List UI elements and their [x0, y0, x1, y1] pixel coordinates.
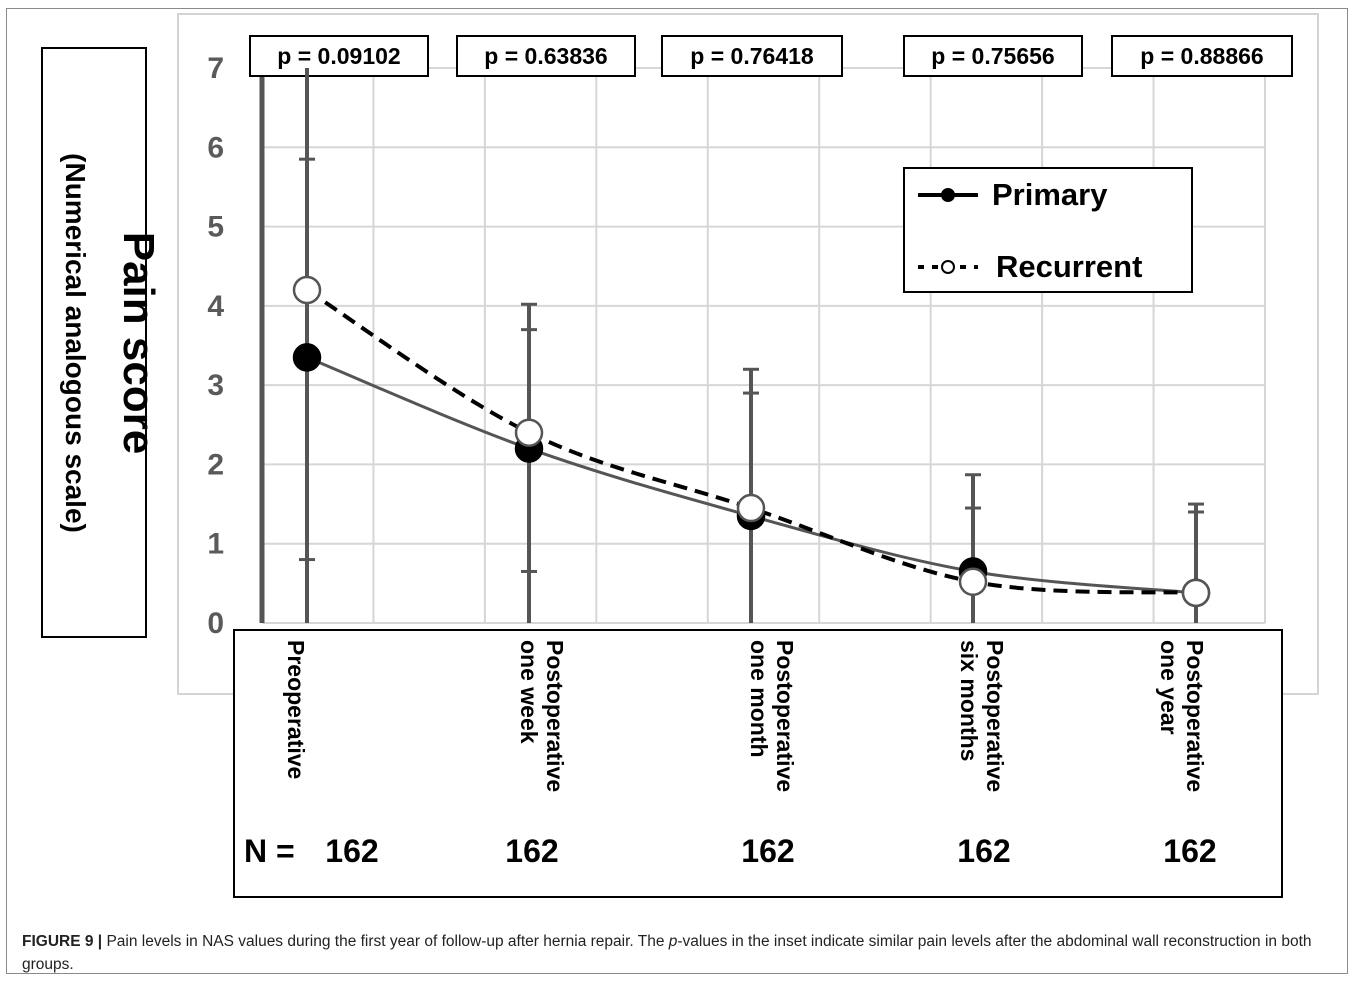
legend: Primary Recurrent: [903, 167, 1193, 293]
n-value: 162: [957, 833, 1010, 869]
data-point-recurrent: [958, 567, 988, 597]
y-tick-label: 3: [207, 369, 224, 402]
p-value-badge: p = 0.76418: [661, 35, 843, 77]
n-value: 162: [1163, 833, 1216, 869]
p-value-box: [1111, 35, 1293, 77]
p-value-row: p = 0.09102 p = 0.63836 p = 0.76418 p = 0.7…: [249, 35, 1293, 77]
x-tick-label: Postoperative: [772, 640, 798, 792]
x-tick-label: one week: [516, 640, 542, 744]
legend-swatch-marker: [941, 188, 955, 202]
legend-label: Recurrent: [996, 249, 1142, 284]
plot-area: [177, 13, 1319, 695]
y-tick-label: 7: [207, 52, 224, 85]
y-tick-label: 0: [207, 607, 224, 640]
n-label: N =: [244, 833, 295, 869]
grid: [262, 67, 1266, 624]
y-tick-label: 6: [207, 131, 224, 164]
y-tick-label: 5: [207, 211, 224, 244]
y-axis: 0 1 2 3 4 5 6 7: [207, 52, 265, 640]
data-point-primary: [292, 343, 322, 372]
x-tick-label: six months: [956, 640, 982, 761]
y-axis-title: Pain score: [114, 232, 163, 455]
p-value-box: [903, 35, 1083, 77]
p-value-label: p = 0.63836: [484, 43, 607, 69]
legend-label: Primary: [992, 177, 1108, 212]
p-value-label: p = 0.88866: [1140, 43, 1263, 69]
x-tick-label: Postoperative: [542, 640, 568, 792]
y-tick-label: 4: [207, 290, 224, 323]
x-tick-label: one month: [746, 640, 772, 758]
data-point-recurrent: [1181, 578, 1211, 608]
n-value: 162: [741, 833, 794, 869]
y-tick-label: 1: [207, 528, 224, 561]
p-value-label: p = 0.09102: [277, 43, 400, 69]
x-tick-label: Postoperative: [982, 640, 1008, 792]
caption-italic: p: [668, 933, 678, 950]
p-value-box: [661, 35, 843, 77]
data-point-recurrent: [292, 275, 322, 305]
p-value-box: [249, 35, 429, 77]
y-tick-label: 2: [207, 448, 224, 481]
data-point-recurrent: [514, 418, 544, 447]
p-value-badge: p = 0.75656: [903, 35, 1083, 77]
p-value-badge: p = 0.63836: [456, 35, 636, 77]
caption-text-2: -values in the inset indicate similar pa…: [22, 933, 1312, 973]
legend-swatch-marker: [941, 260, 955, 274]
p-value-box: [456, 35, 636, 77]
n-value: 162: [505, 833, 558, 869]
p-value-badge: p = 0.88866: [1111, 35, 1293, 77]
figure-caption: FIGURE 9 | Pain levels in NAS values dur…: [22, 930, 1342, 976]
p-value-badge: p = 0.09102: [249, 35, 429, 77]
plot-background: [177, 13, 1319, 695]
x-tick-label: Preoperative: [283, 640, 309, 779]
y-axis-label-box: Pain score (Numerical analogous scale): [41, 47, 163, 638]
y-axis-subtitle: (Numerical analogous scale): [60, 153, 91, 533]
x-label-box: [233, 629, 1283, 898]
x-tick-label: Postoperative: [1182, 640, 1208, 792]
n-value: 162: [325, 833, 378, 869]
series-markers: [292, 275, 1211, 608]
x-tick-label: one year: [1156, 640, 1182, 735]
series-line-recurrent: [305, 288, 1197, 595]
data-point-recurrent: [736, 493, 766, 523]
p-value-label: p = 0.75656: [931, 43, 1054, 69]
caption-label: FIGURE 9 |: [22, 933, 103, 950]
caption-text-1: Pain levels in NAS values during the fir…: [102, 933, 669, 950]
p-value-label: p = 0.76418: [690, 43, 814, 69]
